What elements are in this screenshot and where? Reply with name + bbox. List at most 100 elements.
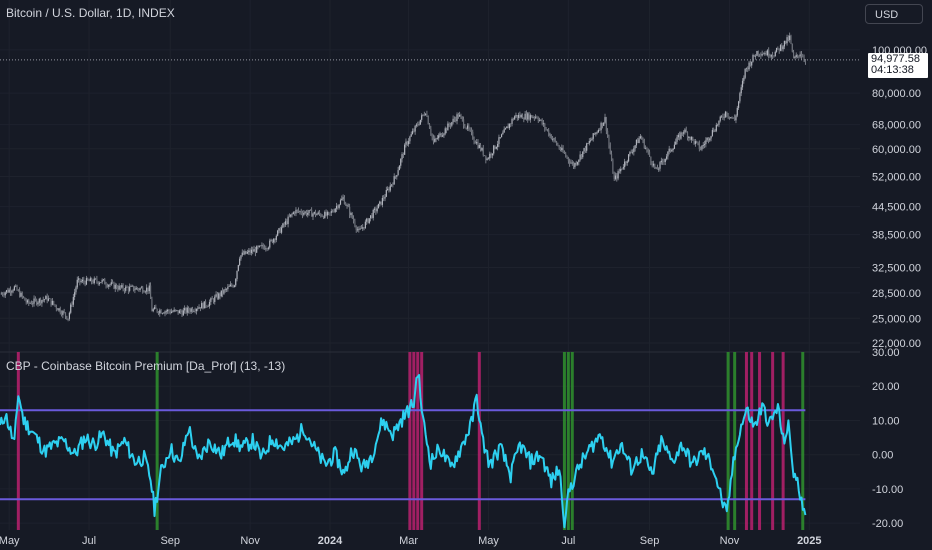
candle-body [582,151,584,158]
candle-body [494,145,496,149]
time-tick-label: Jul [82,535,96,547]
candle-body [486,158,488,160]
candle-body [11,291,13,293]
candle-body [312,213,314,217]
candle-body [25,300,27,303]
candle-body [77,278,80,280]
candle-body [414,125,416,132]
candle-body [785,40,787,44]
candle-body [19,290,21,297]
candle-body [536,116,538,119]
candle-body [423,114,425,116]
candle-body [662,160,664,162]
price-tick-label: 38,500.00 [872,230,921,242]
candle-body [290,214,292,217]
indicator-axis[interactable]: 30.00 20.00 10.00 0.00 -10.00 -20.00 [872,347,903,530]
candle-body [329,212,331,214]
candle-body [252,249,254,252]
time-tick-label: Nov [720,535,740,547]
candle-body [665,156,668,159]
candle-body [701,145,703,150]
candle-body [367,218,369,223]
price-axis[interactable]: 100,000.0080,000.0068,000.0060,000.0052,… [872,45,927,350]
candle-body [197,308,199,310]
candle-body [135,287,137,290]
candle-body [706,137,708,141]
candle-body [142,287,144,293]
candle-body [550,134,552,140]
candle-body [761,53,763,56]
candle-body [127,287,129,291]
candle-body [119,285,122,288]
candle-body [32,303,34,305]
candle-body [732,117,734,119]
candle-body [548,130,550,136]
candle-body [157,312,160,314]
indicator-tick-label: -10.00 [872,484,903,496]
candle-body [67,318,69,320]
candle-body [368,218,370,223]
candle-body [309,209,311,211]
candle-body [452,118,454,123]
candle-body [684,129,686,133]
candle-body [787,37,789,41]
candle-body [258,245,260,248]
candle-body [343,197,346,205]
candle-body [747,68,749,70]
candle-body [267,247,270,249]
candle-body [741,80,744,88]
candle-body [468,125,470,130]
candle-body [265,248,267,250]
candle-body [284,221,287,225]
candle-body [161,313,163,314]
currency-button[interactable]: USD [865,4,923,24]
candle-body [515,115,517,117]
candle-body [170,311,173,313]
candle-body [172,311,174,313]
signal-marker-red [16,352,20,530]
candle-body [118,285,120,290]
candle-body [774,51,776,57]
candle-body [274,238,276,240]
signal-marker-green [726,352,730,530]
candle-body [769,56,771,57]
candle-body [318,212,321,215]
candle-body [42,299,44,301]
candle-body [292,212,294,214]
candle-body [155,307,157,309]
candle-body [728,116,731,119]
candle-body [736,107,738,116]
candle-body [109,284,111,286]
candle-body [94,278,97,280]
candle-body [212,299,215,302]
candle-body [510,123,512,125]
candle-body [245,251,247,254]
candle-body [685,129,687,133]
candle-body [532,117,534,118]
candle-body [709,138,711,141]
candle-body [469,129,471,130]
candle-body [575,163,577,165]
candle-body [176,310,178,311]
candle-body [574,163,576,168]
candle-body [398,165,401,171]
candle-body [523,118,525,120]
candle-body [583,147,585,152]
candle-body [723,116,725,118]
candle-body [101,279,103,283]
candle-body [295,209,297,214]
time-axis[interactable]: May Jul Sep Nov 2024 Mar May Jul Sep Nov 2025 [0,535,822,547]
candle-body [384,196,386,199]
candle-body [508,123,511,129]
candle-body [673,144,676,149]
candle-body [93,278,95,284]
signal-marker-red [744,352,748,530]
candle-body [108,284,110,287]
candle-body [266,248,268,250]
candle-body [279,228,281,233]
candle-body [432,137,435,142]
candle-body [603,122,605,126]
candle-body [608,136,610,146]
candle-body [324,211,326,219]
